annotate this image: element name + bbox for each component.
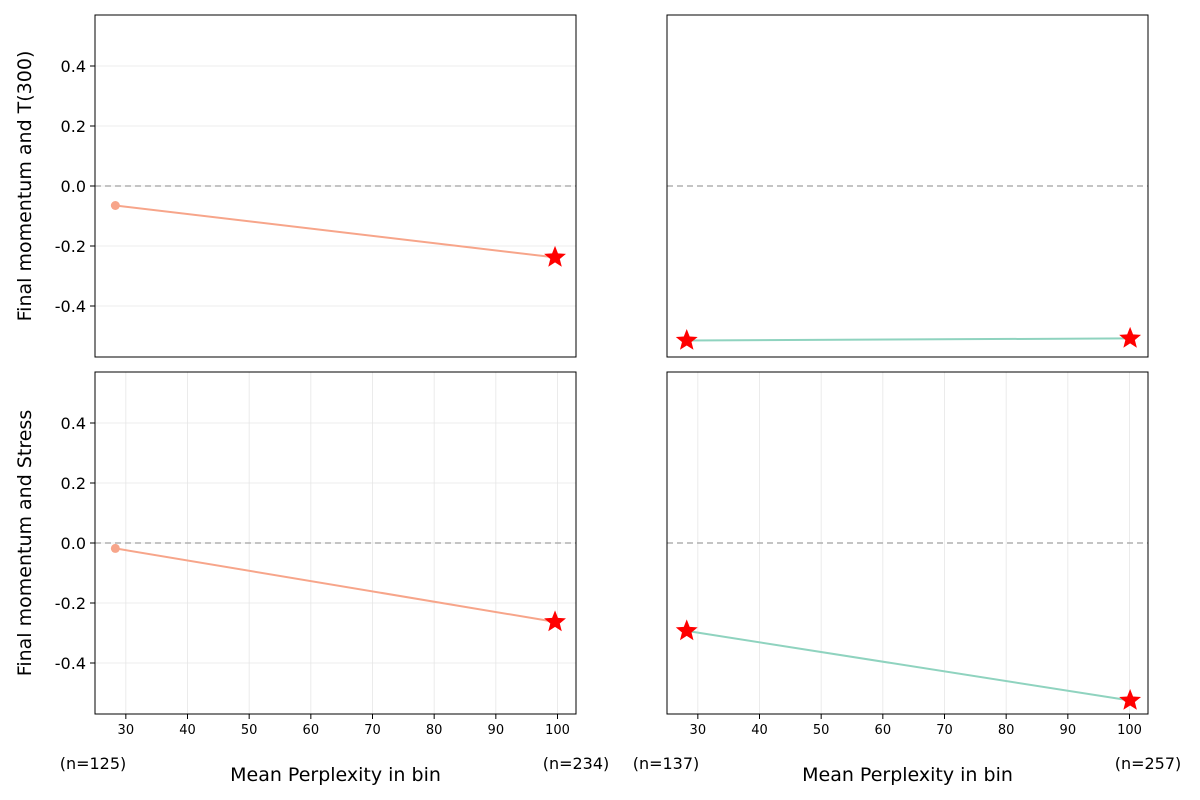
y-axis-title: Final momentum and Stress [14, 410, 36, 676]
x-tick-label: 50 [241, 723, 258, 738]
bin-count-label: (n=257) [1115, 754, 1182, 773]
panel-top-right [666, 14, 1149, 358]
x-tick-label: 90 [1060, 723, 1077, 738]
axes-frame [666, 14, 1149, 358]
x-tick-label: 70 [364, 723, 381, 738]
y-tick-label: 0.4 [61, 414, 86, 433]
significance-star-marker [1119, 326, 1142, 348]
x-axis-title: Mean Perplexity in bin [802, 764, 1013, 786]
significance-star-marker [675, 329, 698, 350]
x-tick-label: 60 [303, 723, 320, 738]
data-point [110, 201, 120, 210]
y-tick-label: 0.4 [61, 57, 86, 76]
series-line [686, 337, 1131, 342]
y-tick-label: -0.2 [55, 594, 86, 613]
y-tick-label: 0.2 [61, 117, 86, 136]
x-tick-label: 80 [426, 723, 443, 738]
y-tick-label: 0.0 [61, 534, 86, 553]
bin-count-label: (n=234) [543, 754, 610, 773]
panel-top-left: -0.4 -0.2 0.0 0.2 0.4 Final momentum and T(30… [14, 14, 577, 358]
axes-frame [666, 371, 1149, 715]
x-tick-label: 90 [488, 723, 505, 738]
series-line [686, 629, 1131, 702]
x-tick-label: 70 [936, 723, 953, 738]
x-tick-label: 30 [690, 723, 707, 738]
y-tick-label: -0.4 [55, 654, 86, 673]
x-tick-label: 40 [751, 723, 768, 738]
x-tick-label: 40 [179, 723, 196, 738]
x-tick-label: 60 [875, 723, 892, 738]
bin-count-label: (n=137) [633, 754, 700, 773]
y-tick-label: 0.2 [61, 474, 86, 493]
series-line [115, 547, 556, 623]
y-tick-label: -0.2 [55, 237, 86, 256]
x-tick-label: 100 [545, 723, 570, 738]
bin-count-label: (n=125) [60, 754, 127, 773]
y-tick-label: 0.0 [61, 177, 86, 196]
panel-bottom-right: 30 40 50 60 70 80 90 100 Mean Perplexity in bin (… [633, 371, 1182, 786]
x-tick-label: 100 [1117, 723, 1142, 738]
y-tick-label: -0.4 [55, 297, 86, 316]
significance-star-marker [544, 610, 566, 632]
significance-star-marker [1119, 689, 1142, 710]
significance-star-marker [544, 245, 566, 267]
x-tick-label: 50 [813, 723, 830, 738]
significance-star-marker [675, 619, 698, 641]
series-line [115, 204, 556, 259]
x-axis-title: Mean Perplexity in bin [230, 764, 441, 786]
x-tick-label: 80 [998, 723, 1015, 738]
x-tick-label: 30 [118, 723, 135, 738]
y-axis-title: Final momentum and T(300) [14, 51, 36, 322]
panel-bottom-left: -0.4 -0.2 0.0 0.2 0.4 30 40 50 60 70 80 90 100 Final … [14, 371, 610, 786]
data-point [110, 543, 120, 553]
